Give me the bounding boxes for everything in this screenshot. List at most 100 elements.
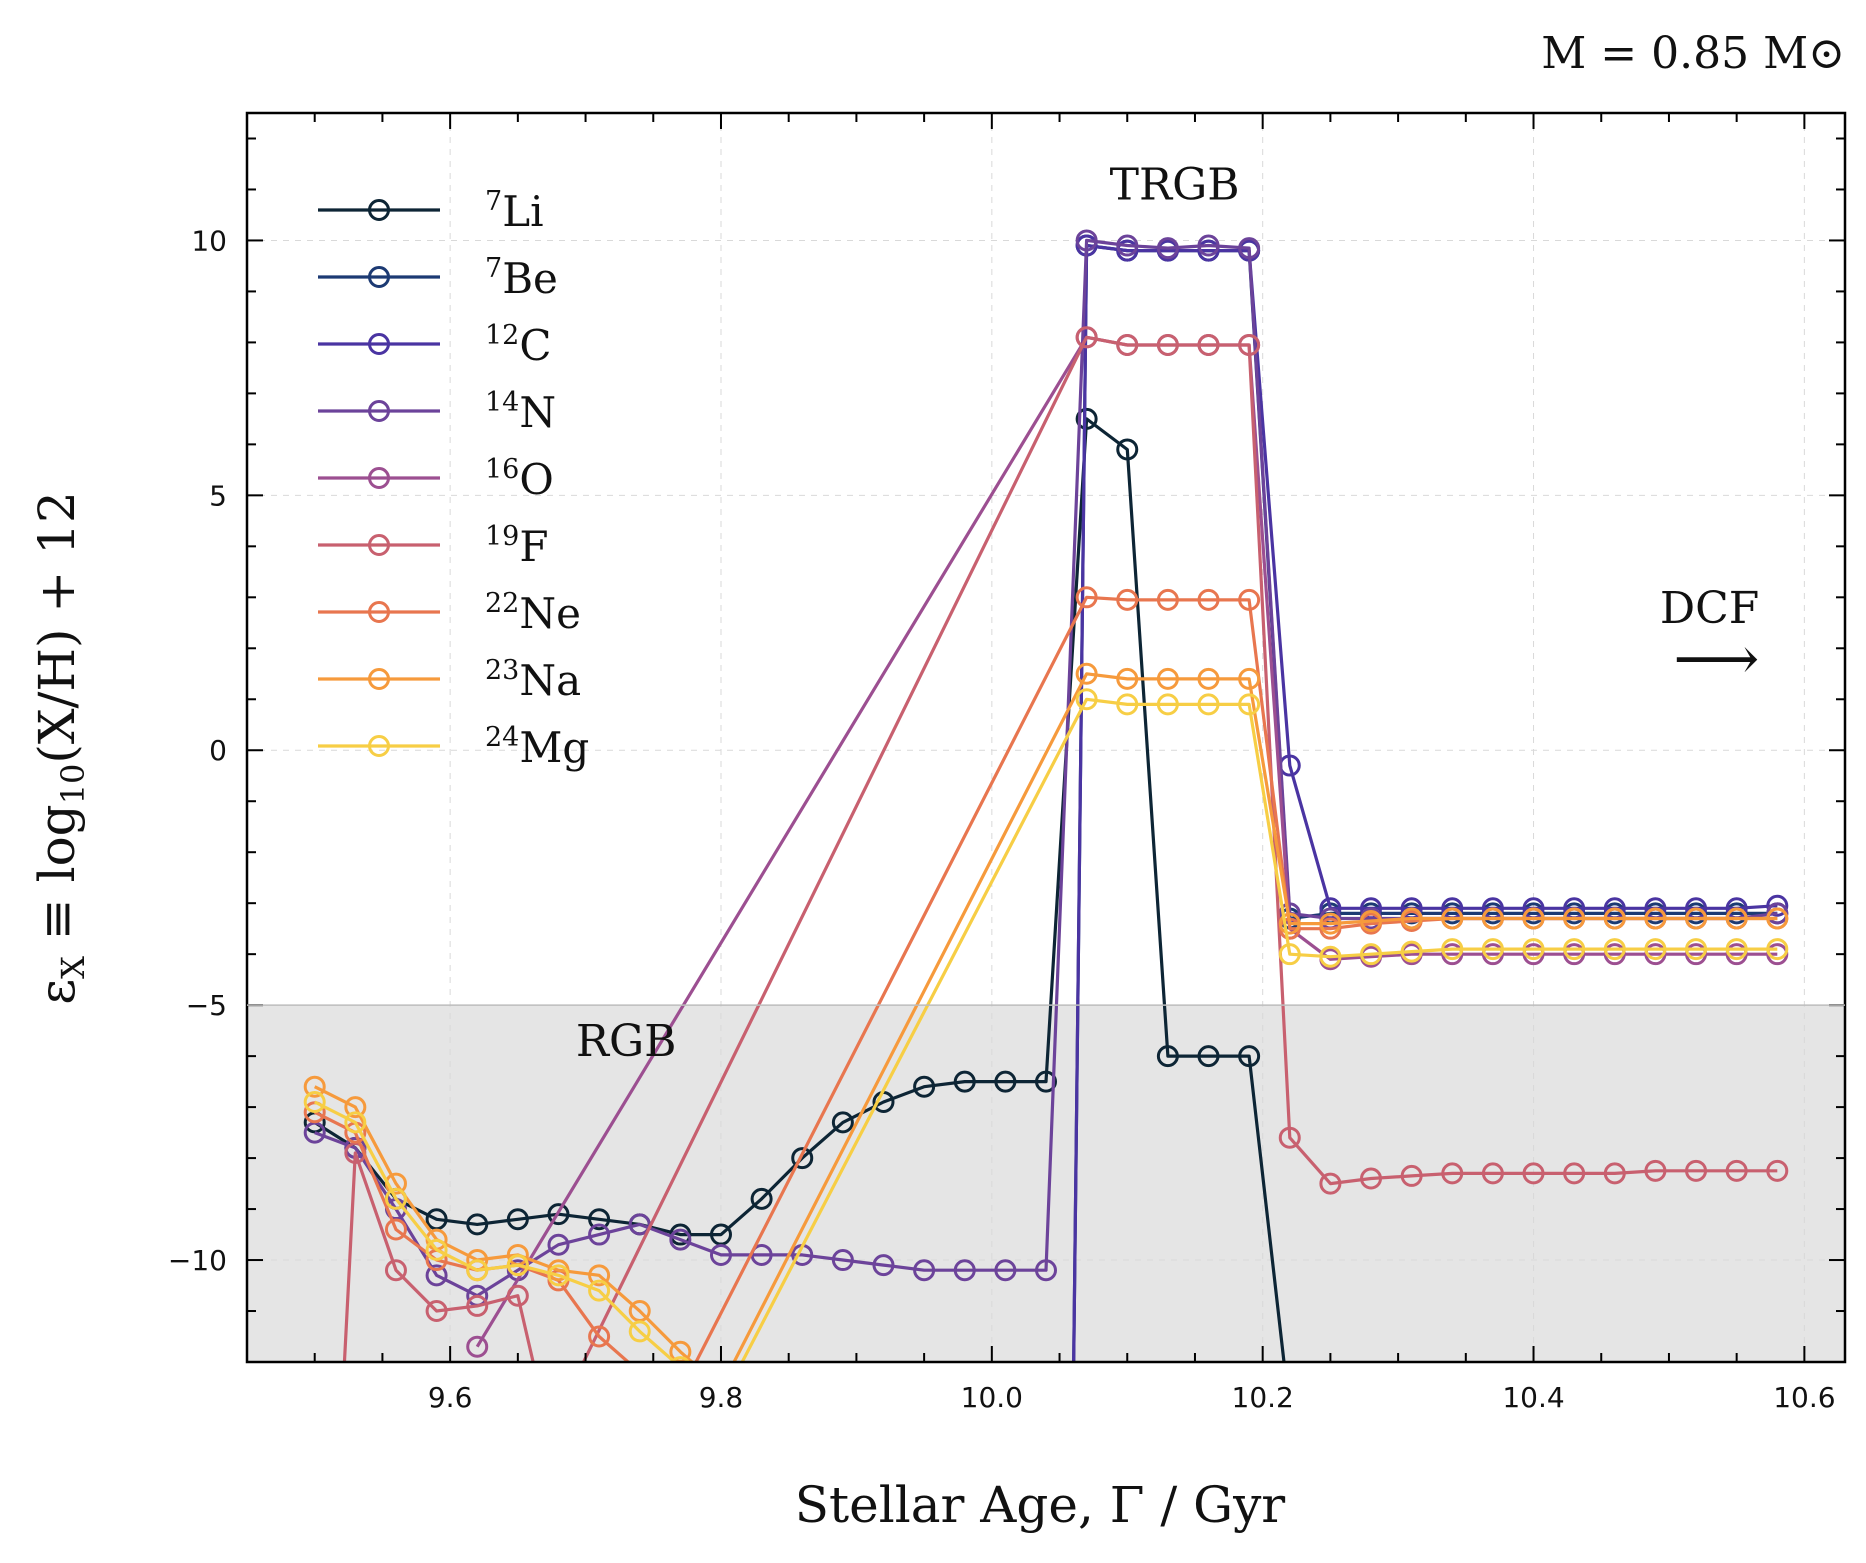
legend-item-22Ne: 22Ne	[318, 588, 581, 638]
x-tick-label: 9.6	[428, 1381, 473, 1414]
data-point-12C	[1766, 894, 1789, 917]
series-line-19F	[342, 335, 1778, 1362]
data-point-24Mg	[1156, 693, 1179, 716]
legend-item-7Li: 7Li	[318, 186, 544, 236]
data-point-23Na	[1075, 662, 1098, 685]
x-tick-label: 10.4	[1502, 1381, 1564, 1414]
legend-marker-23Na	[368, 668, 390, 690]
data-point-24Mg	[466, 1259, 489, 1282]
data-point-19F	[1278, 1126, 1301, 1149]
legend-label-23Na: 23Na	[485, 655, 581, 705]
data-point-24Mg	[1766, 938, 1789, 961]
legend-marker-14N	[368, 400, 390, 422]
series-24Mg	[303, 688, 1789, 1362]
data-point-24Mg	[1238, 693, 1261, 716]
data-point-14N	[628, 1213, 651, 1236]
data-point-14N	[1238, 237, 1261, 260]
data-point-19F	[466, 1294, 489, 1317]
data-point-14N	[831, 1249, 854, 1272]
legend-marker-22Ne	[368, 601, 390, 623]
data-point-24Mg	[1075, 688, 1098, 711]
y-tick-label: 10	[191, 224, 227, 257]
annotation-rgb: RGB	[576, 1016, 677, 1067]
data-point-19F	[1563, 1162, 1586, 1185]
data-point-19F	[1522, 1162, 1545, 1185]
legend-label-7Be: 7Be	[485, 253, 558, 303]
data-point-22Ne	[1116, 588, 1139, 611]
data-point-7Li	[506, 1208, 529, 1231]
series-19F	[342, 326, 1789, 1362]
data-point-23Na	[1685, 907, 1708, 930]
data-point-14N	[953, 1259, 976, 1282]
data-point-7Li	[588, 1208, 611, 1231]
data-point-22Ne	[1238, 588, 1261, 611]
data-point-24Mg	[1400, 940, 1423, 963]
data-point-22Ne	[1075, 586, 1098, 609]
plot-area: 9.6 9.8 10.0 10.2 10.4 10.6 −10 −5 0 5 10 TRGB RGB D…	[168, 111, 1847, 1414]
data-point-23Na	[588, 1264, 611, 1287]
data-point-14N	[1156, 237, 1179, 260]
data-point-24Mg	[1644, 938, 1667, 961]
data-point-7Li	[994, 1070, 1017, 1093]
legend-marker-12C	[368, 333, 390, 355]
legend-item-16O: 16O	[318, 454, 554, 504]
y-axis-label: εX ≡ log10(X/H) + 12	[28, 491, 92, 1005]
data-point-22Ne	[1197, 588, 1220, 611]
axis-ticks	[246, 113, 1845, 1362]
legend-marker-16O	[368, 467, 390, 489]
annotation-arrow: ⟶	[1673, 624, 1759, 694]
data-point-7Li	[1035, 1070, 1057, 1093]
data-point-24Mg	[1360, 943, 1383, 966]
data-point-24Mg	[1725, 938, 1748, 961]
data-point-23Na	[1603, 907, 1626, 930]
data-point-19F	[1685, 1159, 1708, 1182]
data-point-19F	[506, 1284, 529, 1307]
data-point-23Na	[1725, 907, 1748, 930]
grid	[247, 113, 1845, 1362]
y-tick-label: 0	[209, 734, 227, 767]
data-point-7Li	[1238, 1045, 1261, 1068]
x-axis-label: Stellar Age, Γ / Gyr	[795, 1476, 1286, 1534]
data-point-19F	[1441, 1162, 1464, 1185]
data-point-24Mg	[628, 1320, 651, 1343]
data-point-19F	[1360, 1167, 1383, 1190]
data-point-19F	[1603, 1162, 1626, 1185]
data-point-23Na	[1197, 667, 1220, 690]
data-point-14N	[669, 1228, 692, 1251]
data-point-24Mg	[1441, 938, 1464, 961]
data-point-7Li	[547, 1203, 570, 1226]
data-point-24Mg	[1319, 945, 1342, 968]
data-point-14N	[872, 1254, 895, 1277]
data-point-23Na	[344, 1096, 367, 1119]
data-point-22Ne	[588, 1325, 611, 1348]
legend-label-7Li: 7Li	[485, 186, 544, 236]
data-point-14N	[1075, 229, 1098, 252]
data-point-23Na	[1481, 907, 1504, 930]
data-point-14N	[588, 1223, 611, 1246]
data-point-23Na	[1400, 907, 1423, 930]
legend-item-24Mg: 24Mg	[318, 722, 589, 772]
data-point-14N	[913, 1259, 936, 1282]
data-point-24Mg	[1603, 938, 1626, 961]
legend-label-14N: 14N	[485, 387, 556, 437]
legend-marker-24Mg	[368, 735, 390, 757]
data-point-23Na	[1522, 907, 1545, 930]
data-point-7Li	[791, 1147, 814, 1170]
x-tick-label: 10.2	[1232, 1381, 1294, 1414]
data-point-24Mg	[670, 1356, 691, 1362]
data-point-14N	[1197, 234, 1220, 257]
data-point-23Na	[1644, 907, 1667, 930]
x-tick-label: 10.6	[1773, 1381, 1835, 1414]
data-point-23Na	[1441, 907, 1464, 930]
legend-label-22Ne: 22Ne	[485, 588, 581, 638]
legend-item-7Be: 7Be	[318, 253, 558, 303]
series-line-23Na	[313, 672, 1778, 1362]
data-point-7Li	[466, 1213, 489, 1236]
data-point-24Mg	[1685, 938, 1708, 961]
data-point-14N	[547, 1233, 570, 1256]
data-point-22Ne	[1156, 588, 1179, 611]
data-point-14N	[709, 1243, 732, 1266]
legend-item-19F: 19F	[318, 521, 549, 571]
legend-label-24Mg: 24Mg	[485, 722, 589, 772]
data-point-24Mg	[1481, 938, 1504, 961]
